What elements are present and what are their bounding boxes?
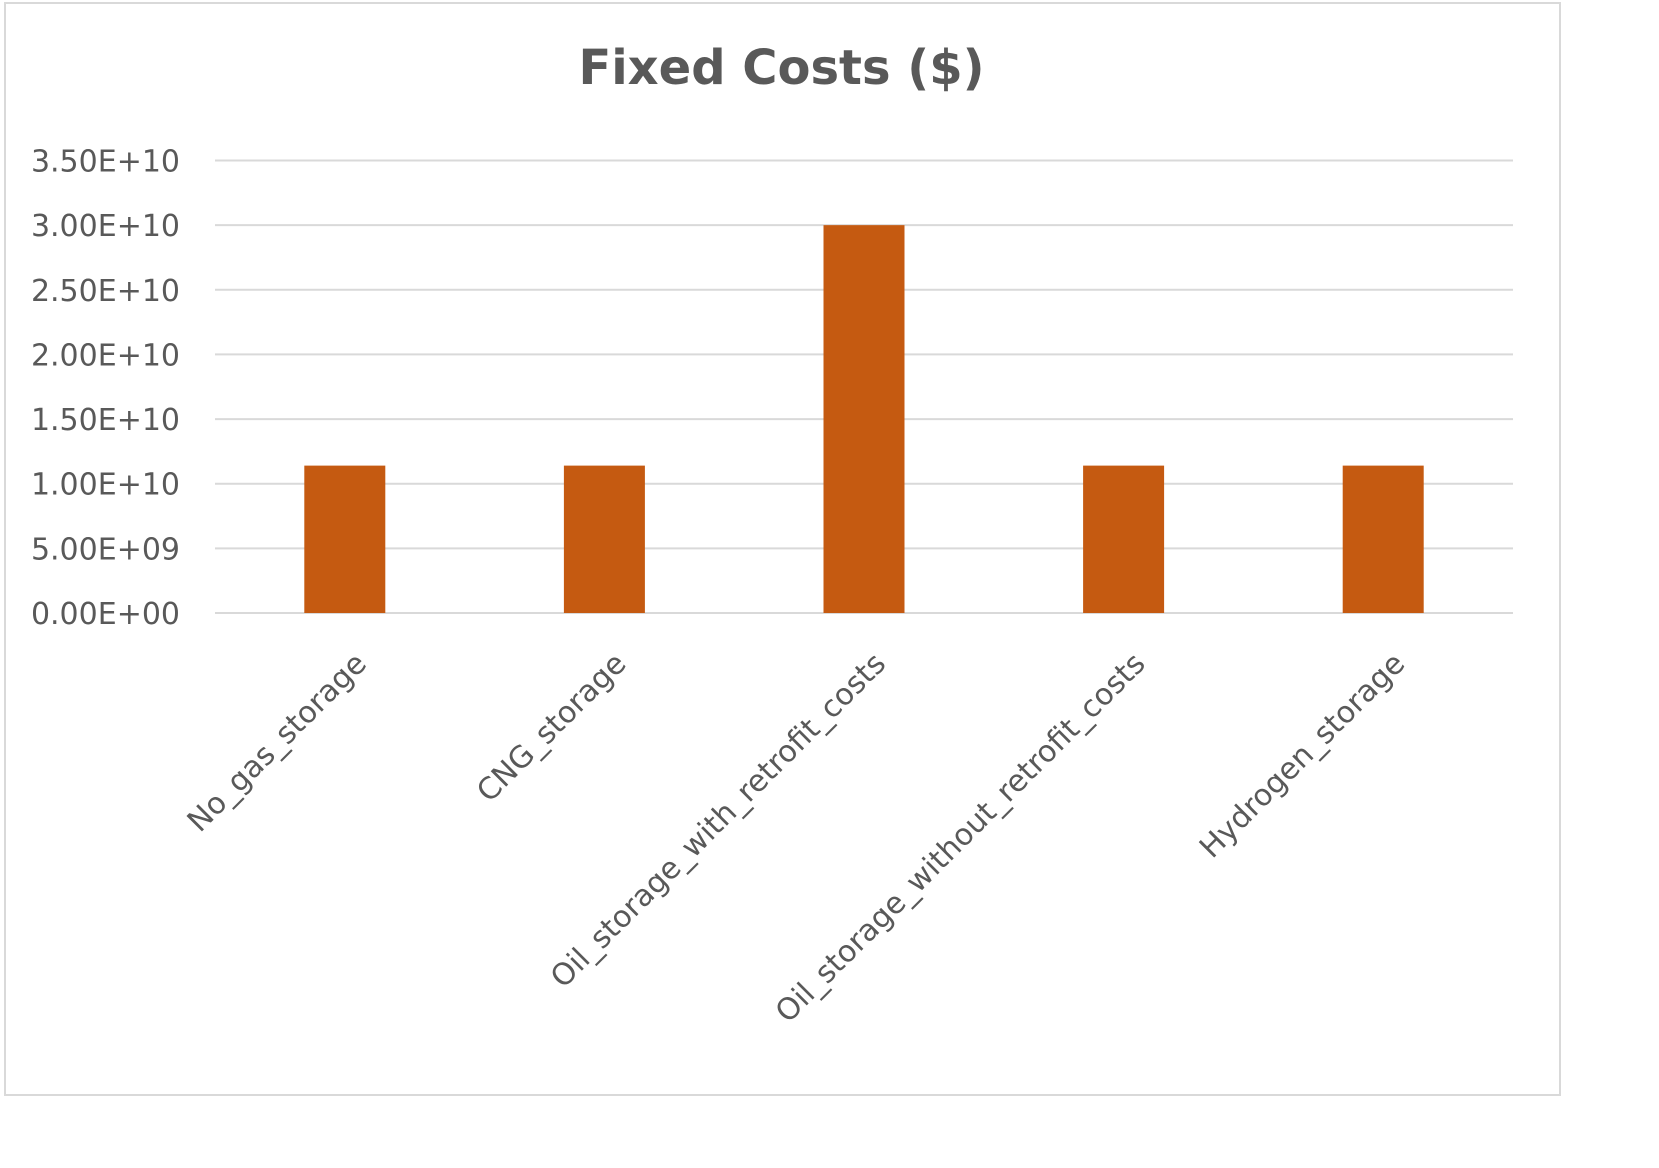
x-axis-category-labels: No_gas_storage CNG_storageOil_storage_wit… xyxy=(181,646,1412,1030)
y-tick-label: 0.00E+00 xyxy=(31,597,180,632)
bar xyxy=(304,465,386,613)
y-tick-label: 2.50E+10 xyxy=(31,274,180,309)
chart-title: Fixed Costs ($) xyxy=(578,40,985,96)
y-tick-label: 1.00E+10 xyxy=(31,468,180,503)
y-tick-label: 3.00E+10 xyxy=(31,209,180,244)
y-tick-label: 2.00E+10 xyxy=(31,338,180,373)
bar xyxy=(823,225,905,613)
y-tick-label: 5.00E+09 xyxy=(31,532,180,567)
y-tick-label: 1.50E+10 xyxy=(31,403,180,438)
x-category-label: Hydrogen_storage xyxy=(1193,646,1412,865)
bar xyxy=(1342,465,1424,613)
x-category-label: CNG_storage xyxy=(470,646,633,809)
bars xyxy=(304,225,1424,613)
x-category-label: No_gas_storage xyxy=(181,646,374,839)
y-tick-label: 3.50E+10 xyxy=(31,145,180,180)
bar xyxy=(563,465,645,613)
y-axis-tick-labels: 0.00E+00 5.00E+09 1.00E+10 1.50E+10 2.00E+10… xyxy=(31,145,180,633)
bar xyxy=(1083,465,1165,613)
